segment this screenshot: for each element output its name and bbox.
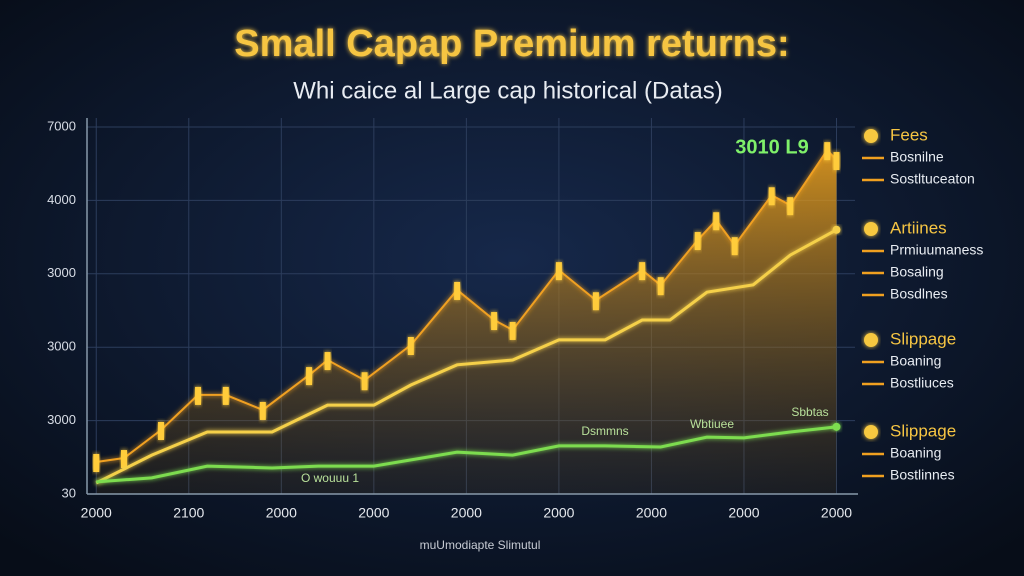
- annotation: Wbtiuee: [690, 417, 734, 431]
- candle: [555, 262, 562, 281]
- line-end-marker: [832, 422, 841, 431]
- annotation: Dsmmns: [581, 424, 628, 438]
- x-tick-label: 2000: [358, 505, 389, 521]
- x-tick-label: 2100: [173, 505, 204, 521]
- legend-marker: [864, 129, 878, 143]
- candle: [768, 187, 775, 206]
- y-tick-label: 4000: [47, 192, 76, 207]
- candle: [592, 292, 599, 311]
- line-end-marker: [832, 225, 841, 234]
- legend-item: Boaning: [890, 353, 941, 369]
- x-tick-label: 2000: [451, 505, 482, 521]
- y-tick-label: 7000: [47, 118, 76, 133]
- plot-area: [87, 118, 855, 494]
- y-tick-label: 3000: [47, 412, 76, 427]
- annotation: 3010 L9: [735, 136, 808, 158]
- legend-marker: [864, 425, 878, 439]
- legend-item: Bosnilne: [890, 149, 944, 165]
- legend-marker: [864, 333, 878, 347]
- candle: [222, 386, 229, 405]
- annotation: O wouuu 1: [301, 471, 359, 485]
- legend-title: Fees: [890, 125, 928, 144]
- area: [96, 150, 837, 494]
- x-tick-label: 2000: [821, 505, 852, 521]
- candle: [491, 312, 498, 331]
- candle: [731, 237, 738, 256]
- annotation: Sbbtas: [791, 405, 828, 419]
- candle: [93, 453, 100, 472]
- legend-item: Bostliuces: [890, 375, 954, 391]
- legend-title: Slippage: [890, 421, 956, 440]
- candle: [454, 281, 461, 300]
- legend-item: Bosaling: [890, 264, 944, 280]
- candle: [787, 197, 794, 216]
- candle: [361, 372, 368, 391]
- candle: [158, 421, 165, 440]
- candle: [713, 212, 720, 231]
- candle: [509, 321, 516, 340]
- candle: [324, 352, 331, 371]
- candle: [259, 401, 266, 420]
- candle: [639, 262, 646, 281]
- line: [96, 425, 837, 484]
- y-tick-label: 3000: [47, 265, 76, 280]
- legend-item: Boaning: [890, 445, 941, 461]
- x-tick-label: 2000: [543, 505, 574, 521]
- annotation: muUmodiapte Slimutul: [420, 538, 541, 552]
- candle: [195, 386, 202, 405]
- chart-title: Small Capap Premium returns:: [234, 23, 789, 65]
- candle: [121, 450, 128, 469]
- candle: [694, 232, 701, 251]
- legend-title: Slippage: [890, 329, 956, 348]
- legend-item: Prmiuumaness: [890, 242, 983, 258]
- y-tick-label: 3000: [47, 339, 76, 354]
- x-tick-label: 2000: [81, 505, 112, 521]
- candle: [824, 142, 831, 161]
- chart-subtitle: Whi caice al Large cap historical (Datas…: [293, 77, 723, 104]
- area-edge: [96, 148, 838, 463]
- legend-item: Bosdlnes: [890, 286, 948, 302]
- line: [95, 228, 838, 485]
- y-tick-label: 30: [62, 485, 76, 500]
- candle: [407, 336, 414, 355]
- x-tick-label: 2000: [636, 505, 667, 521]
- candle: [833, 152, 840, 171]
- candle: [306, 367, 313, 386]
- candle: [657, 277, 664, 296]
- legend-item: Bostlinnes: [890, 467, 955, 483]
- x-tick-label: 2000: [728, 505, 759, 521]
- legend-title: Artiines: [890, 218, 947, 237]
- legend-item: Sostltuceaton: [890, 171, 975, 187]
- legend-marker: [864, 222, 878, 236]
- x-tick-label: 2000: [266, 505, 297, 521]
